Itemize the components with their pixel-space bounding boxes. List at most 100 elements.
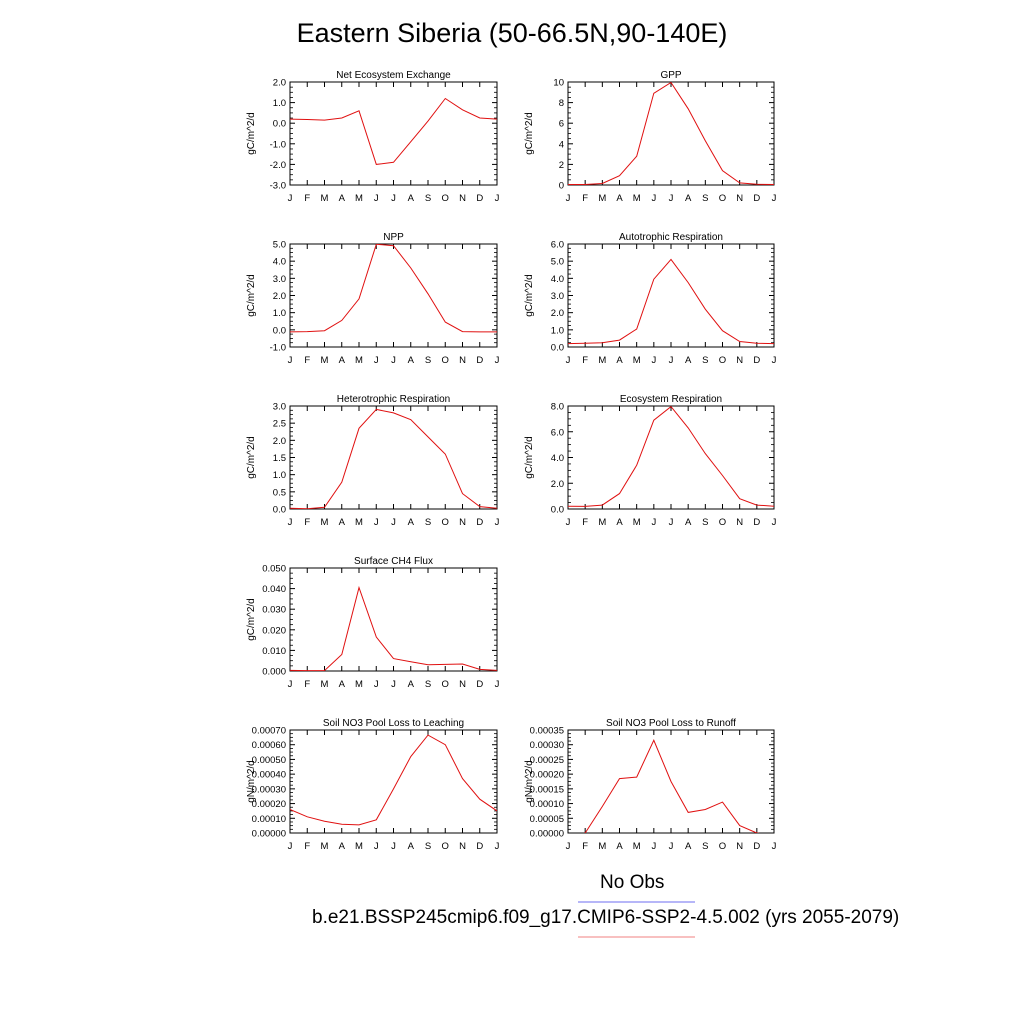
x-tick-label: J — [495, 679, 500, 690]
panel-title: Ecosystem Respiration — [620, 394, 722, 405]
y-tick-label: 0.000 — [262, 667, 286, 678]
x-tick-label: M — [321, 679, 329, 690]
y-tick-label: 0.00000 — [252, 829, 286, 840]
panel-title: Autotrophic Respiration — [619, 232, 723, 243]
y-tick-label: 0.00000 — [530, 829, 564, 840]
y-axis-label: gN/m^2/d — [246, 760, 257, 803]
x-tick-label: A — [408, 679, 415, 690]
x-tick-label: J — [495, 841, 500, 852]
x-tick-label: J — [566, 355, 571, 366]
x-tick-label: J — [288, 679, 293, 690]
x-tick-label: F — [304, 355, 310, 366]
x-tick-label: M — [598, 841, 606, 852]
x-tick-label: J — [566, 193, 571, 204]
x-tick-label: S — [702, 355, 708, 366]
x-tick-label: J — [651, 517, 656, 528]
x-tick-label: A — [339, 355, 346, 366]
y-tick-label: 1.0 — [273, 98, 286, 109]
panel-title: Soil NO3 Pool Loss to Runoff — [606, 718, 736, 729]
x-tick-label: J — [566, 517, 571, 528]
x-tick-label: M — [598, 193, 606, 204]
x-tick-label: F — [304, 193, 310, 204]
x-tick-label: M — [321, 355, 329, 366]
x-tick-label: J — [651, 193, 656, 204]
panel-title: Surface CH4 Flux — [354, 556, 433, 567]
x-tick-label: J — [374, 841, 379, 852]
y-tick-label: 0.0 — [551, 505, 564, 516]
x-tick-label: J — [288, 355, 293, 366]
x-tick-label: J — [495, 193, 500, 204]
legend-case-label: b.e21.BSSP245cmip6.f09_g17.CMIP6-SSP2-4.… — [312, 907, 900, 928]
x-tick-label: M — [355, 679, 363, 690]
y-tick-label: 1.0 — [273, 308, 286, 319]
x-tick-label: O — [719, 355, 726, 366]
x-tick-label: A — [339, 841, 346, 852]
figure-title: Eastern Siberia (50-66.5N,90-140E) — [296, 18, 728, 48]
series-line — [290, 734, 497, 826]
y-axis-label: gC/m^2/d — [246, 112, 257, 155]
y-tick-label: 5.0 — [273, 240, 286, 251]
x-tick-label: J — [391, 193, 396, 204]
x-tick-label: J — [288, 517, 293, 528]
x-tick-label: A — [408, 193, 415, 204]
y-tick-label: 8.0 — [551, 402, 564, 413]
x-tick-label: J — [669, 355, 674, 366]
x-tick-label: J — [651, 841, 656, 852]
y-tick-label: 8 — [559, 98, 564, 109]
x-tick-label: O — [442, 517, 449, 528]
panel-0: Net Ecosystem Exchange gC/m^2/d 2.0 1.0 0.0 -… — [246, 70, 500, 204]
x-tick-label: M — [355, 355, 363, 366]
y-tick-label: 0.030 — [262, 605, 286, 616]
y-tick-label: 5.0 — [551, 257, 564, 268]
x-tick-label: N — [459, 193, 466, 204]
x-tick-label: J — [651, 355, 656, 366]
y-tick-label: -3.0 — [270, 181, 286, 192]
y-tick-label: 0.0 — [273, 119, 286, 130]
x-tick-label: O — [442, 355, 449, 366]
y-tick-label: 0.00040 — [252, 770, 286, 781]
x-tick-label: N — [459, 841, 466, 852]
x-tick-label: D — [753, 193, 760, 204]
y-tick-label: 0.0 — [273, 505, 286, 516]
y-tick-label: 0.00005 — [530, 814, 564, 825]
x-tick-label: S — [702, 517, 708, 528]
y-tick-label: 0.00020 — [530, 770, 564, 781]
x-tick-label: D — [476, 193, 483, 204]
x-tick-label: J — [772, 193, 777, 204]
y-tick-label: 2 — [559, 160, 564, 171]
x-tick-label: M — [633, 517, 641, 528]
x-tick-label: J — [772, 841, 777, 852]
y-axis-label: gC/m^2/d — [524, 274, 535, 317]
x-tick-label: D — [753, 841, 760, 852]
x-tick-label: F — [582, 193, 588, 204]
x-tick-label: F — [582, 355, 588, 366]
y-tick-label: 0.0 — [551, 343, 564, 354]
y-tick-label: 0.020 — [262, 625, 286, 636]
y-axis-label: gC/m^2/d — [524, 112, 535, 155]
x-tick-label: D — [476, 517, 483, 528]
y-tick-label: 0.00035 — [530, 726, 564, 737]
y-tick-label: 1.0 — [273, 470, 286, 481]
x-tick-label: A — [616, 193, 623, 204]
y-tick-label: 0.00070 — [252, 726, 286, 737]
x-tick-label: N — [459, 517, 466, 528]
x-tick-label: S — [425, 517, 431, 528]
x-tick-label: S — [425, 193, 431, 204]
y-tick-label: -2.0 — [270, 160, 286, 171]
x-tick-label: J — [772, 517, 777, 528]
x-tick-label: M — [321, 517, 329, 528]
x-tick-label: S — [425, 679, 431, 690]
y-tick-label: 2.0 — [273, 78, 286, 89]
x-tick-label: M — [633, 193, 641, 204]
x-tick-label: D — [753, 355, 760, 366]
panel-5: Ecosystem Respiration gC/m^2/d 8.0 6.0 4.0 2.… — [524, 394, 777, 528]
panel-8: Soil NO3 Pool Loss to RunoffgN/m^2/d0.00… — [524, 718, 777, 852]
x-tick-label: A — [616, 841, 623, 852]
y-tick-label: 0.00060 — [252, 740, 286, 751]
y-tick-label: 0.00010 — [530, 799, 564, 810]
series-line — [568, 406, 774, 507]
